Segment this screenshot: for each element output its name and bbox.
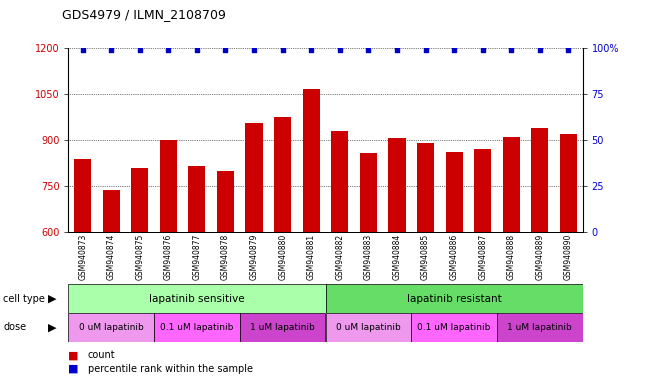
Bar — [154, 313, 240, 342]
Bar — [417, 143, 434, 384]
Text: 1 uM lapatinib: 1 uM lapatinib — [507, 323, 572, 332]
Text: count: count — [88, 350, 115, 360]
Bar — [159, 140, 177, 384]
Text: ■: ■ — [68, 364, 79, 374]
Bar — [188, 166, 206, 384]
Text: ▶: ▶ — [48, 322, 57, 333]
Bar — [326, 284, 583, 313]
Bar — [445, 152, 463, 384]
Bar — [411, 313, 497, 342]
Point — [220, 47, 230, 53]
Text: GDS4979 / ILMN_2108709: GDS4979 / ILMN_2108709 — [62, 8, 226, 21]
Point — [506, 47, 516, 53]
Text: dose: dose — [3, 322, 27, 333]
Point — [249, 47, 259, 53]
Bar — [531, 128, 548, 384]
Point — [449, 47, 459, 53]
Bar — [326, 313, 411, 342]
Text: 0.1 uM lapatinib: 0.1 uM lapatinib — [160, 323, 234, 332]
Bar — [331, 131, 348, 384]
Text: 0.1 uM lapatinib: 0.1 uM lapatinib — [417, 323, 491, 332]
Bar — [74, 159, 91, 384]
Bar — [217, 171, 234, 384]
Text: lapatinib resistant: lapatinib resistant — [407, 293, 501, 304]
Text: 0 uM lapatinib: 0 uM lapatinib — [79, 323, 144, 332]
Bar — [68, 313, 154, 342]
Bar — [474, 149, 492, 384]
Text: 1 uM lapatinib: 1 uM lapatinib — [250, 323, 315, 332]
Point — [335, 47, 345, 53]
Point — [163, 47, 174, 53]
Point — [106, 47, 117, 53]
Text: ▶: ▶ — [48, 293, 57, 304]
Text: lapatinib sensitive: lapatinib sensitive — [149, 293, 245, 304]
Bar — [360, 153, 377, 384]
Point — [363, 47, 374, 53]
Bar — [303, 89, 320, 384]
Bar — [240, 313, 326, 342]
Point — [392, 47, 402, 53]
Bar — [389, 138, 406, 384]
Bar — [68, 284, 326, 313]
Text: percentile rank within the sample: percentile rank within the sample — [88, 364, 253, 374]
Text: cell type: cell type — [3, 293, 45, 304]
Bar — [497, 313, 583, 342]
Point — [421, 47, 431, 53]
Bar — [560, 134, 577, 384]
Point — [277, 47, 288, 53]
Point — [77, 47, 88, 53]
Bar — [245, 123, 262, 384]
Bar — [132, 168, 148, 384]
Point — [563, 47, 574, 53]
Text: 0 uM lapatinib: 0 uM lapatinib — [336, 323, 401, 332]
Bar — [103, 190, 120, 384]
Text: ■: ■ — [68, 350, 79, 360]
Bar — [274, 117, 291, 384]
Point — [135, 47, 145, 53]
Point — [477, 47, 488, 53]
Point — [191, 47, 202, 53]
Point — [306, 47, 316, 53]
Point — [534, 47, 545, 53]
Bar — [503, 137, 519, 384]
